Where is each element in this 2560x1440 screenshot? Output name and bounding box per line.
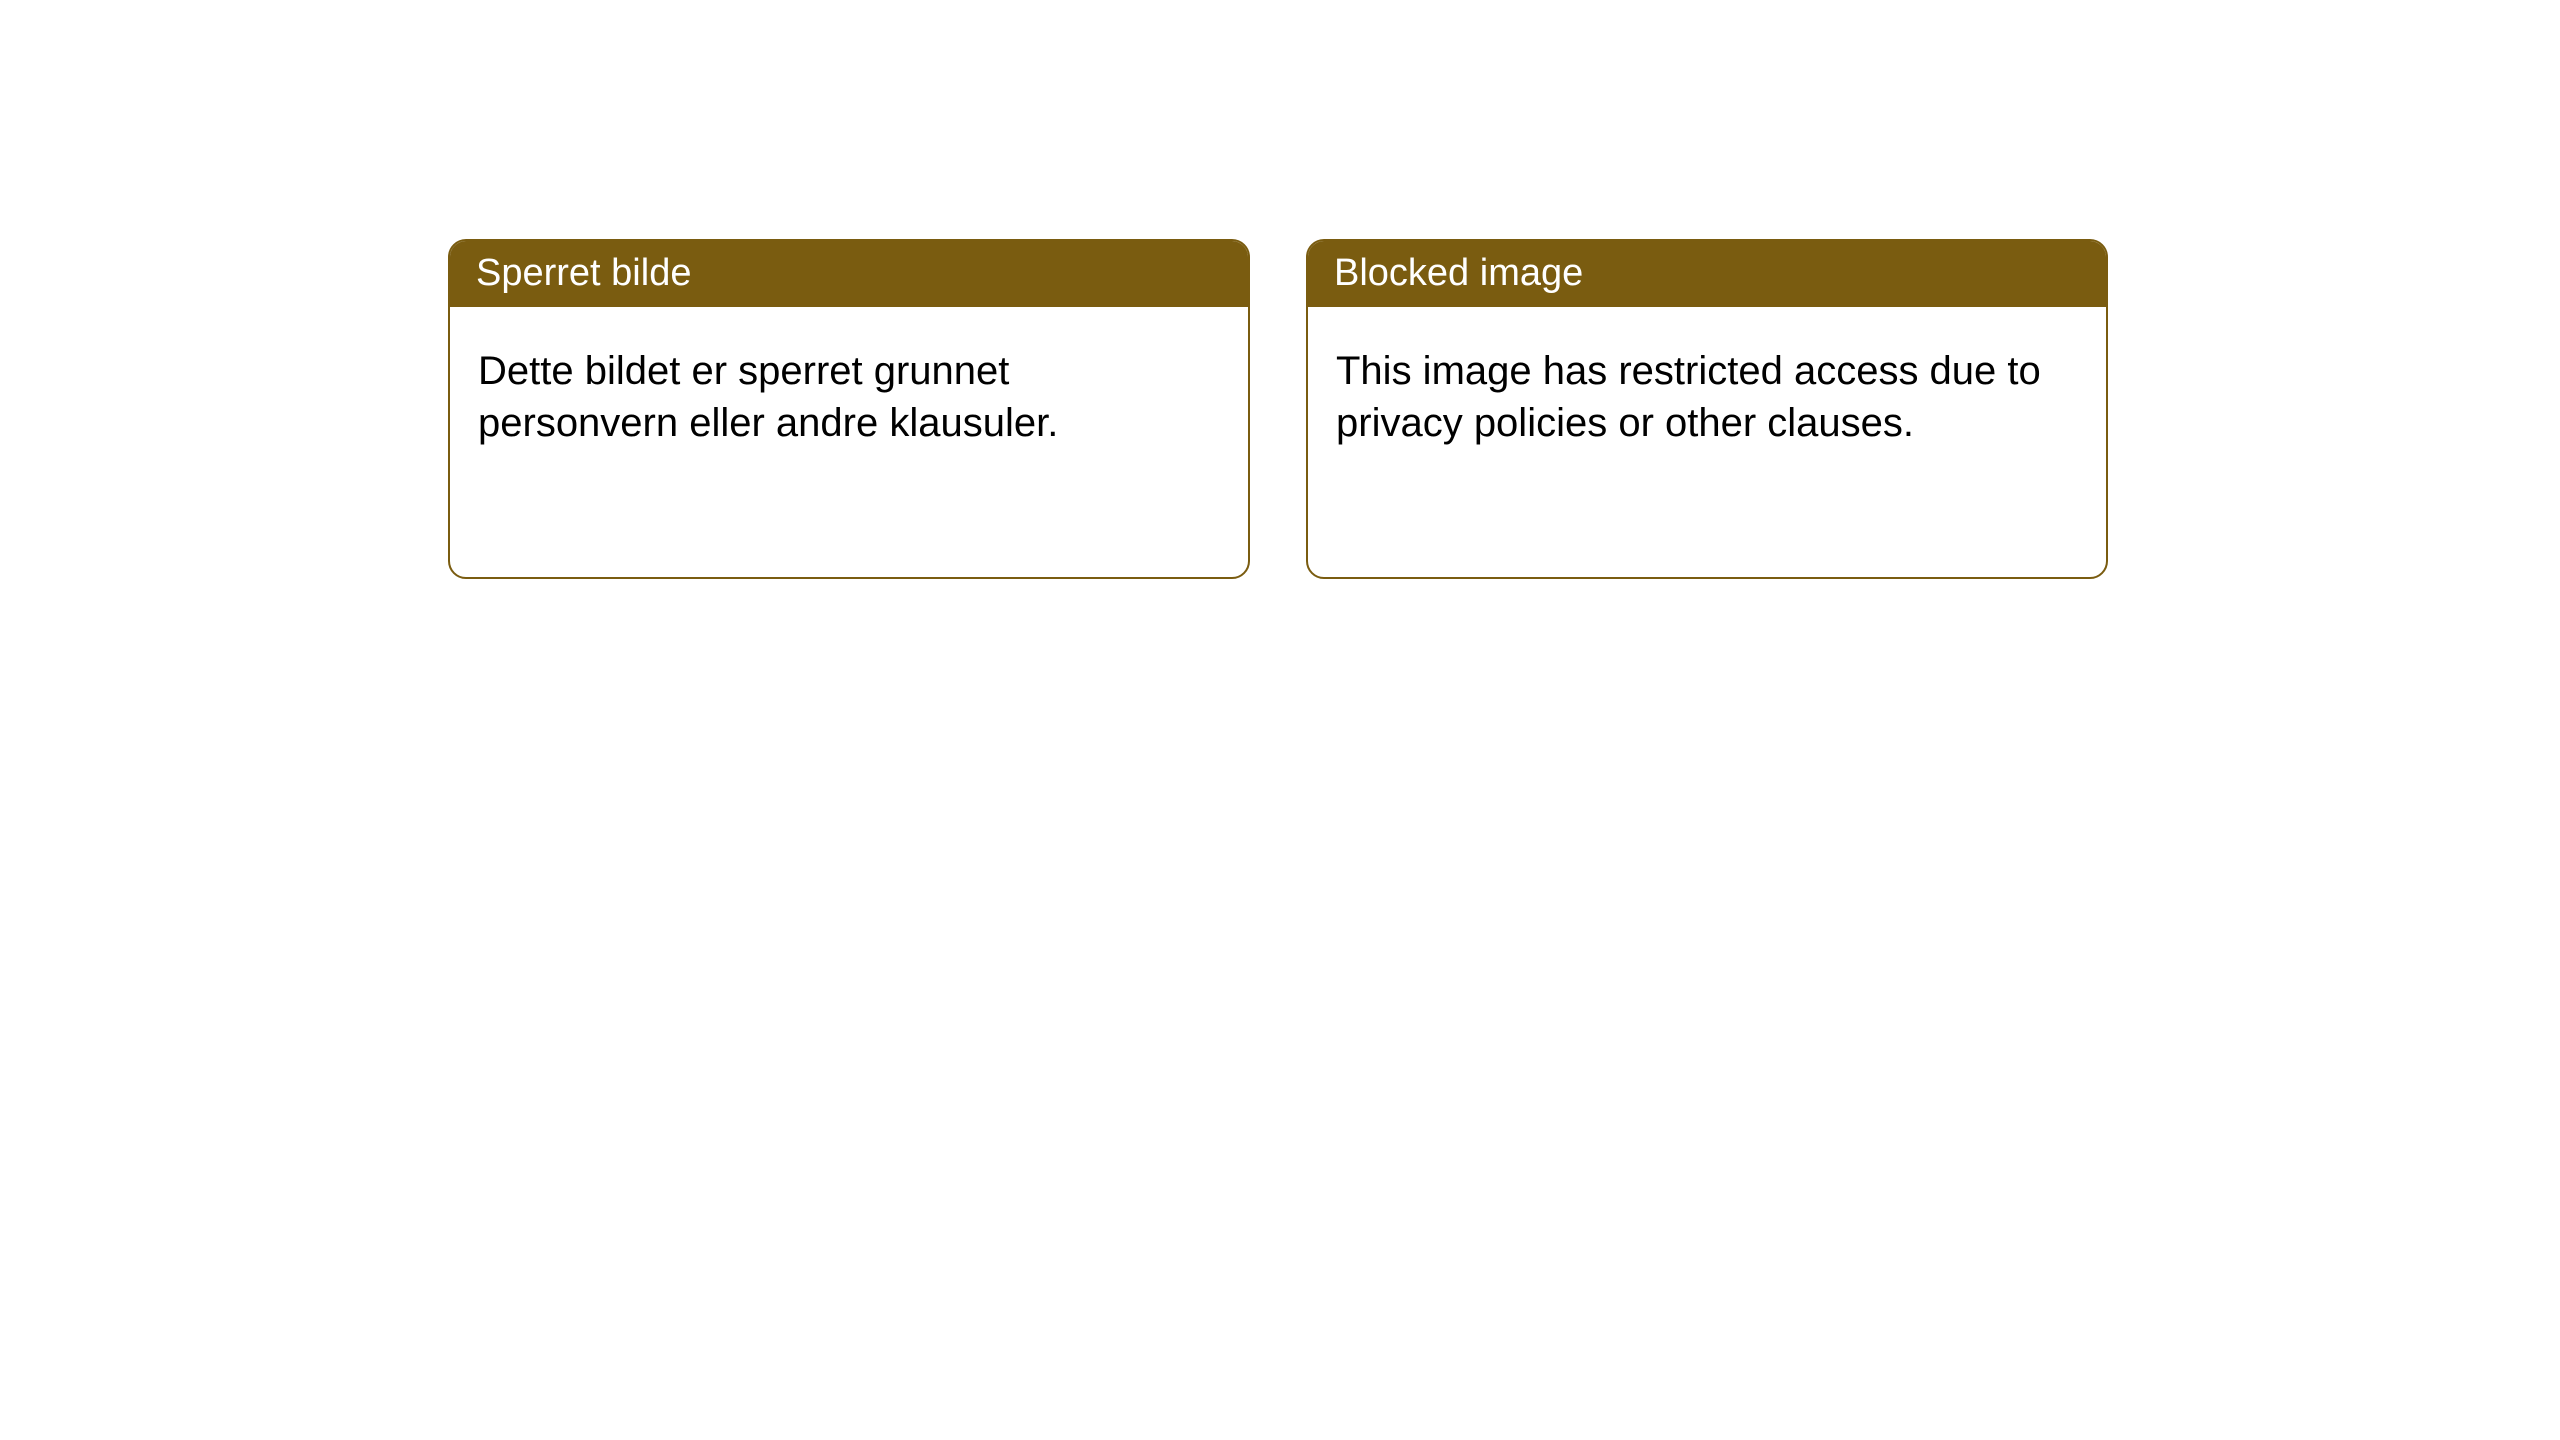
notice-card-english: Blocked image This image has restricted …: [1306, 239, 2108, 579]
notice-card-title: Sperret bilde: [450, 241, 1248, 307]
notice-card-title: Blocked image: [1308, 241, 2106, 307]
notice-container: Sperret bilde Dette bildet er sperret gr…: [448, 239, 2108, 579]
notice-card-norwegian: Sperret bilde Dette bildet er sperret gr…: [448, 239, 1250, 579]
notice-card-body: Dette bildet er sperret grunnet personve…: [450, 307, 1248, 577]
notice-card-body: This image has restricted access due to …: [1308, 307, 2106, 577]
